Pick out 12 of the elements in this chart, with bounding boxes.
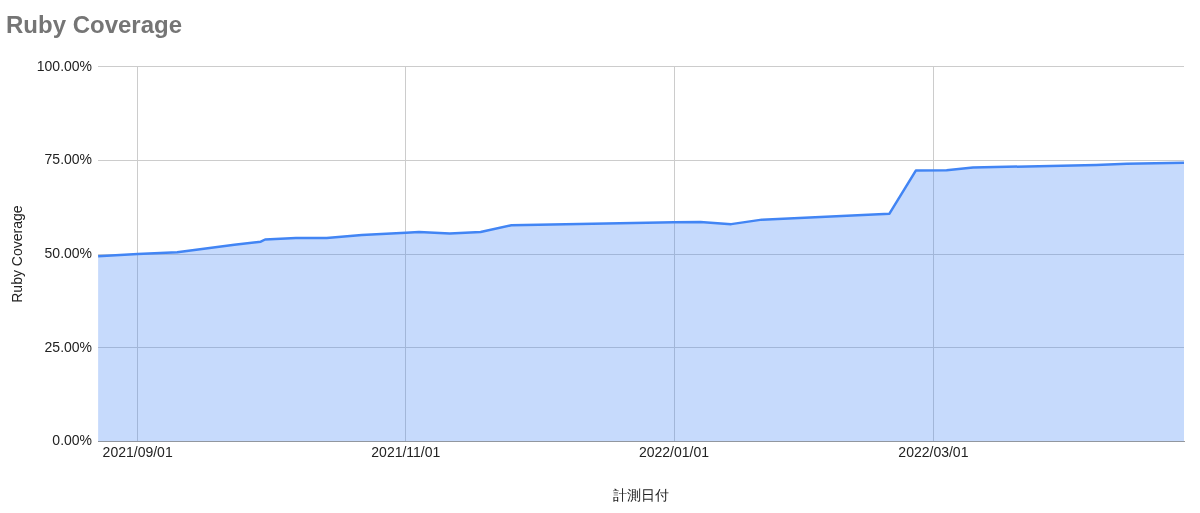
y-tick-label: 100.00% bbox=[36, 57, 93, 74]
x-tick-label: 2022/01/01 bbox=[638, 443, 710, 460]
y-tick-label: 25.00% bbox=[44, 338, 93, 355]
x-axis-title: 計測日付 bbox=[613, 487, 670, 504]
x-tick-label: 2021/09/01 bbox=[102, 443, 173, 460]
y-tick-label: 0.00% bbox=[52, 432, 93, 449]
y-tick-label: 50.00% bbox=[44, 244, 93, 261]
x-tick-label: 2022/03/01 bbox=[898, 443, 969, 460]
chart-title: Ruby Coverage bbox=[6, 11, 183, 39]
y-tick-label: 75.00% bbox=[44, 151, 93, 168]
y-axis-title: Ruby Coverage bbox=[9, 205, 26, 303]
x-tick-label: 2021/11/01 bbox=[371, 443, 441, 460]
